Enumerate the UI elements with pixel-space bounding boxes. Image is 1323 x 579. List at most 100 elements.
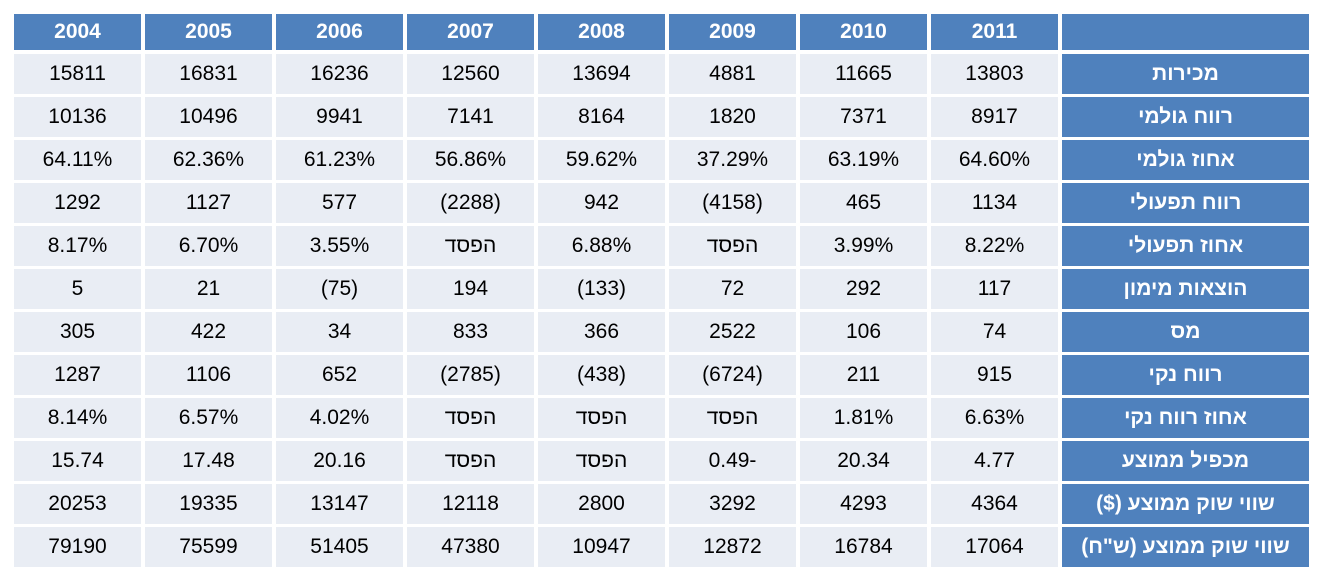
cell: 15.74 xyxy=(14,441,141,481)
cell: 292 xyxy=(800,269,927,309)
cell: 1820 xyxy=(669,97,796,137)
row-label: רווח גולמי xyxy=(1062,97,1309,137)
cell: 12118 xyxy=(407,484,534,524)
cell: 13694 xyxy=(538,54,665,94)
cell: 5 xyxy=(14,269,141,309)
cell: 0.49- xyxy=(669,441,796,481)
cell: 13147 xyxy=(276,484,403,524)
cell: 7371 xyxy=(800,97,927,137)
cell: 1127 xyxy=(145,183,272,223)
cell: 16236 xyxy=(276,54,403,94)
column-header: 2004 xyxy=(14,14,141,50)
cell: 577 xyxy=(276,183,403,223)
cell: הפסד xyxy=(538,398,665,438)
cell: 106 xyxy=(800,312,927,352)
cell: 12560 xyxy=(407,54,534,94)
cell: 942 xyxy=(538,183,665,223)
cell: 305 xyxy=(14,312,141,352)
row-label: הוצאות מימון xyxy=(1062,269,1309,309)
cell: 64.60% xyxy=(931,140,1058,180)
cell: 63.19% xyxy=(800,140,927,180)
cell: 6.63% xyxy=(931,398,1058,438)
cell: 4.77 xyxy=(931,441,1058,481)
cell: 1106 xyxy=(145,355,272,395)
cell: 17064 xyxy=(931,527,1058,567)
column-header: 2005 xyxy=(145,14,272,50)
cell: 4.02% xyxy=(276,398,403,438)
cell: 21 xyxy=(145,269,272,309)
cell: 20.34 xyxy=(800,441,927,481)
row-label: אחוז רווח נקי xyxy=(1062,398,1309,438)
column-header: 2011 xyxy=(931,14,1058,50)
column-header: 2009 xyxy=(669,14,796,50)
cell: 8.22% xyxy=(931,226,1058,266)
cell: 79190 xyxy=(14,527,141,567)
cell: 1134 xyxy=(931,183,1058,223)
cell: 1.81% xyxy=(800,398,927,438)
cell: 59.62% xyxy=(538,140,665,180)
cell: 10136 xyxy=(14,97,141,137)
column-header: 2008 xyxy=(538,14,665,50)
cell: (133) xyxy=(538,269,665,309)
cell: 8.14% xyxy=(14,398,141,438)
cell: 72 xyxy=(669,269,796,309)
cell: הפסד xyxy=(669,398,796,438)
cell: 6.88% xyxy=(538,226,665,266)
cell: 10947 xyxy=(538,527,665,567)
cell: 34 xyxy=(276,312,403,352)
cell: 1292 xyxy=(14,183,141,223)
cell: 16831 xyxy=(145,54,272,94)
row-label: אחוז גולמי xyxy=(1062,140,1309,180)
cell: 7141 xyxy=(407,97,534,137)
cell: (438) xyxy=(538,355,665,395)
cell: 20253 xyxy=(14,484,141,524)
cell: 8917 xyxy=(931,97,1058,137)
row-label: רווח נקי xyxy=(1062,355,1309,395)
cell: 3292 xyxy=(669,484,796,524)
row-label: שווי שוק ממוצע (ש"ח) xyxy=(1062,527,1309,567)
cell: 74 xyxy=(931,312,1058,352)
corner-header xyxy=(1062,14,1309,50)
cell: (75) xyxy=(276,269,403,309)
cell: 194 xyxy=(407,269,534,309)
cell: 16784 xyxy=(800,527,927,567)
row-label: מס xyxy=(1062,312,1309,352)
cell: 56.86% xyxy=(407,140,534,180)
cell: הפסד xyxy=(538,441,665,481)
cell: הפסד xyxy=(407,398,534,438)
cell: 20.16 xyxy=(276,441,403,481)
row-label: מכירות xyxy=(1062,54,1309,94)
cell: הפסד xyxy=(669,226,796,266)
cell: 4881 xyxy=(669,54,796,94)
cell: 47380 xyxy=(407,527,534,567)
cell: 61.23% xyxy=(276,140,403,180)
column-header: 2006 xyxy=(276,14,403,50)
cell: 833 xyxy=(407,312,534,352)
cell: 1287 xyxy=(14,355,141,395)
row-label: אחוז תפעולי xyxy=(1062,226,1309,266)
cell: 8164 xyxy=(538,97,665,137)
cell: הפסד xyxy=(407,226,534,266)
cell: 117 xyxy=(931,269,1058,309)
row-label: מכפיל ממוצע xyxy=(1062,441,1309,481)
cell: 4293 xyxy=(800,484,927,524)
cell: 2522 xyxy=(669,312,796,352)
cell: 4364 xyxy=(931,484,1058,524)
cell: 64.11% xyxy=(14,140,141,180)
cell: 2800 xyxy=(538,484,665,524)
cell: 366 xyxy=(538,312,665,352)
cell: 37.29% xyxy=(669,140,796,180)
cell: 62.36% xyxy=(145,140,272,180)
cell: הפסד xyxy=(407,441,534,481)
cell: 13803 xyxy=(931,54,1058,94)
cell: 915 xyxy=(931,355,1058,395)
cell: 211 xyxy=(800,355,927,395)
cell: 652 xyxy=(276,355,403,395)
cell: 11665 xyxy=(800,54,927,94)
cell: 465 xyxy=(800,183,927,223)
cell: 19335 xyxy=(145,484,272,524)
row-label: רווח תפעולי xyxy=(1062,183,1309,223)
cell: 422 xyxy=(145,312,272,352)
cell: 8.17% xyxy=(14,226,141,266)
